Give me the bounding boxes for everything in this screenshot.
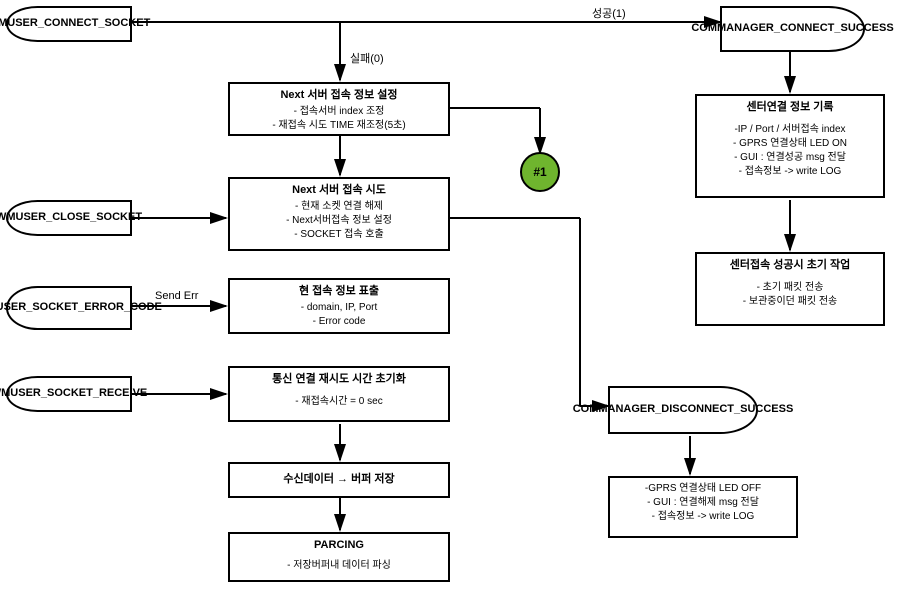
process-detail: - 보관중이던 패킷 전송 xyxy=(703,295,877,309)
process-detail: - domain, IP, Port xyxy=(236,301,442,315)
process-detail: - 접속정보 -> write LOG xyxy=(703,165,877,179)
edge-label-success: 성공(1) xyxy=(592,5,626,21)
process-detail: - 현재 소켓 연결 해제 xyxy=(236,200,442,214)
edge-label-fail: 실패(0) xyxy=(350,50,384,66)
process-detail: - 접속서버 index 조정 xyxy=(236,105,442,119)
process-detail: - 접속정보 -> write LOG xyxy=(616,510,790,524)
process-detail: - GPRS 연결상태 LED ON xyxy=(703,137,877,151)
process-detail: - 재접속 시도 TIME 재조정(5초) xyxy=(236,119,442,133)
process-center-conn-record: 센터연결 정보 기록 -IP / Port / 서버접속 index - GPR… xyxy=(695,94,885,198)
process-detail: - 재접속시간 = 0 sec xyxy=(236,395,442,409)
process-recv-buffer: 수신데이터 → 버퍼 저장 xyxy=(228,462,450,498)
process-center-success-init: 센터접속 성공시 초기 작업 - 초기 패킷 전송 - 보관중이던 패킷 전송 xyxy=(695,252,885,326)
process-next-server-info: Next 서버 접속 정보 설정 - 접속서버 index 조정 - 재접속 시… xyxy=(228,82,450,136)
process-disconnect-info: -GPRS 연결상태 LED OFF - GUI : 연결해제 msg 전달 -… xyxy=(608,476,798,538)
process-title: 센터연결 정보 기록 xyxy=(703,100,877,115)
process-detail: - 초기 패킷 전송 xyxy=(703,281,877,295)
process-detail: -IP / Port / 서버접속 index xyxy=(703,123,877,137)
edge-label-send-err: Send Err xyxy=(155,290,198,302)
process-current-info: 현 접속 정보 표출 - domain, IP, Port - Error co… xyxy=(228,278,450,334)
terminal-wmuser-connect-socket: WMUSER_CONNECT_SOCKET xyxy=(6,6,132,42)
process-title: PARCING xyxy=(236,538,442,553)
process-title: Next 서버 접속 정보 설정 xyxy=(236,88,442,103)
terminal-commanager-connect-success: COMMANAGER_CONNECT_SUCCESS xyxy=(720,6,865,52)
process-detail: - GUI : 연결해제 msg 전달 xyxy=(616,496,790,510)
process-title: Next 서버 접속 시도 xyxy=(236,183,442,198)
process-detail: -GPRS 연결상태 LED OFF xyxy=(616,482,790,496)
terminal-wmuser-socket-receive: WMUSER_SOCKET_RECEIVE xyxy=(6,376,132,412)
process-title: 통신 연결 재시도 시간 초기화 xyxy=(236,372,442,387)
terminal-commanager-disconnect-success: COMMANAGER_DISCONNECT_SUCCESS xyxy=(608,386,758,434)
process-retry-time-init: 통신 연결 재시도 시간 초기화 - 재접속시간 = 0 sec xyxy=(228,366,450,422)
process-next-server-try: Next 서버 접속 시도 - 현재 소켓 연결 해제 - Next서버접속 정… xyxy=(228,177,450,251)
process-parsing: PARCING - 저장버퍼내 데이터 파싱 xyxy=(228,532,450,582)
process-title: 수신데이터 → 버퍼 저장 xyxy=(283,472,394,487)
process-title: 센터접속 성공시 초기 작업 xyxy=(703,258,877,273)
process-detail: - SOCKET 접속 호출 xyxy=(236,228,442,242)
process-title: 현 접속 정보 표출 xyxy=(236,284,442,299)
process-detail: - Next서버접속 정보 설정 xyxy=(236,214,442,228)
process-detail: - GUI : 연결성공 msg 전달 xyxy=(703,151,877,165)
process-detail: - 저장버퍼내 데이터 파싱 xyxy=(236,559,442,573)
terminal-wmuser-socket-error-code: WMUSER_SOCKET_ERROR_CODE xyxy=(6,286,132,330)
process-detail: - Error code xyxy=(236,315,442,329)
connector-ref-1: #1 xyxy=(520,152,560,192)
terminal-wmuser-close-socket: WMUSER_CLOSE_SOCKET xyxy=(6,200,132,236)
